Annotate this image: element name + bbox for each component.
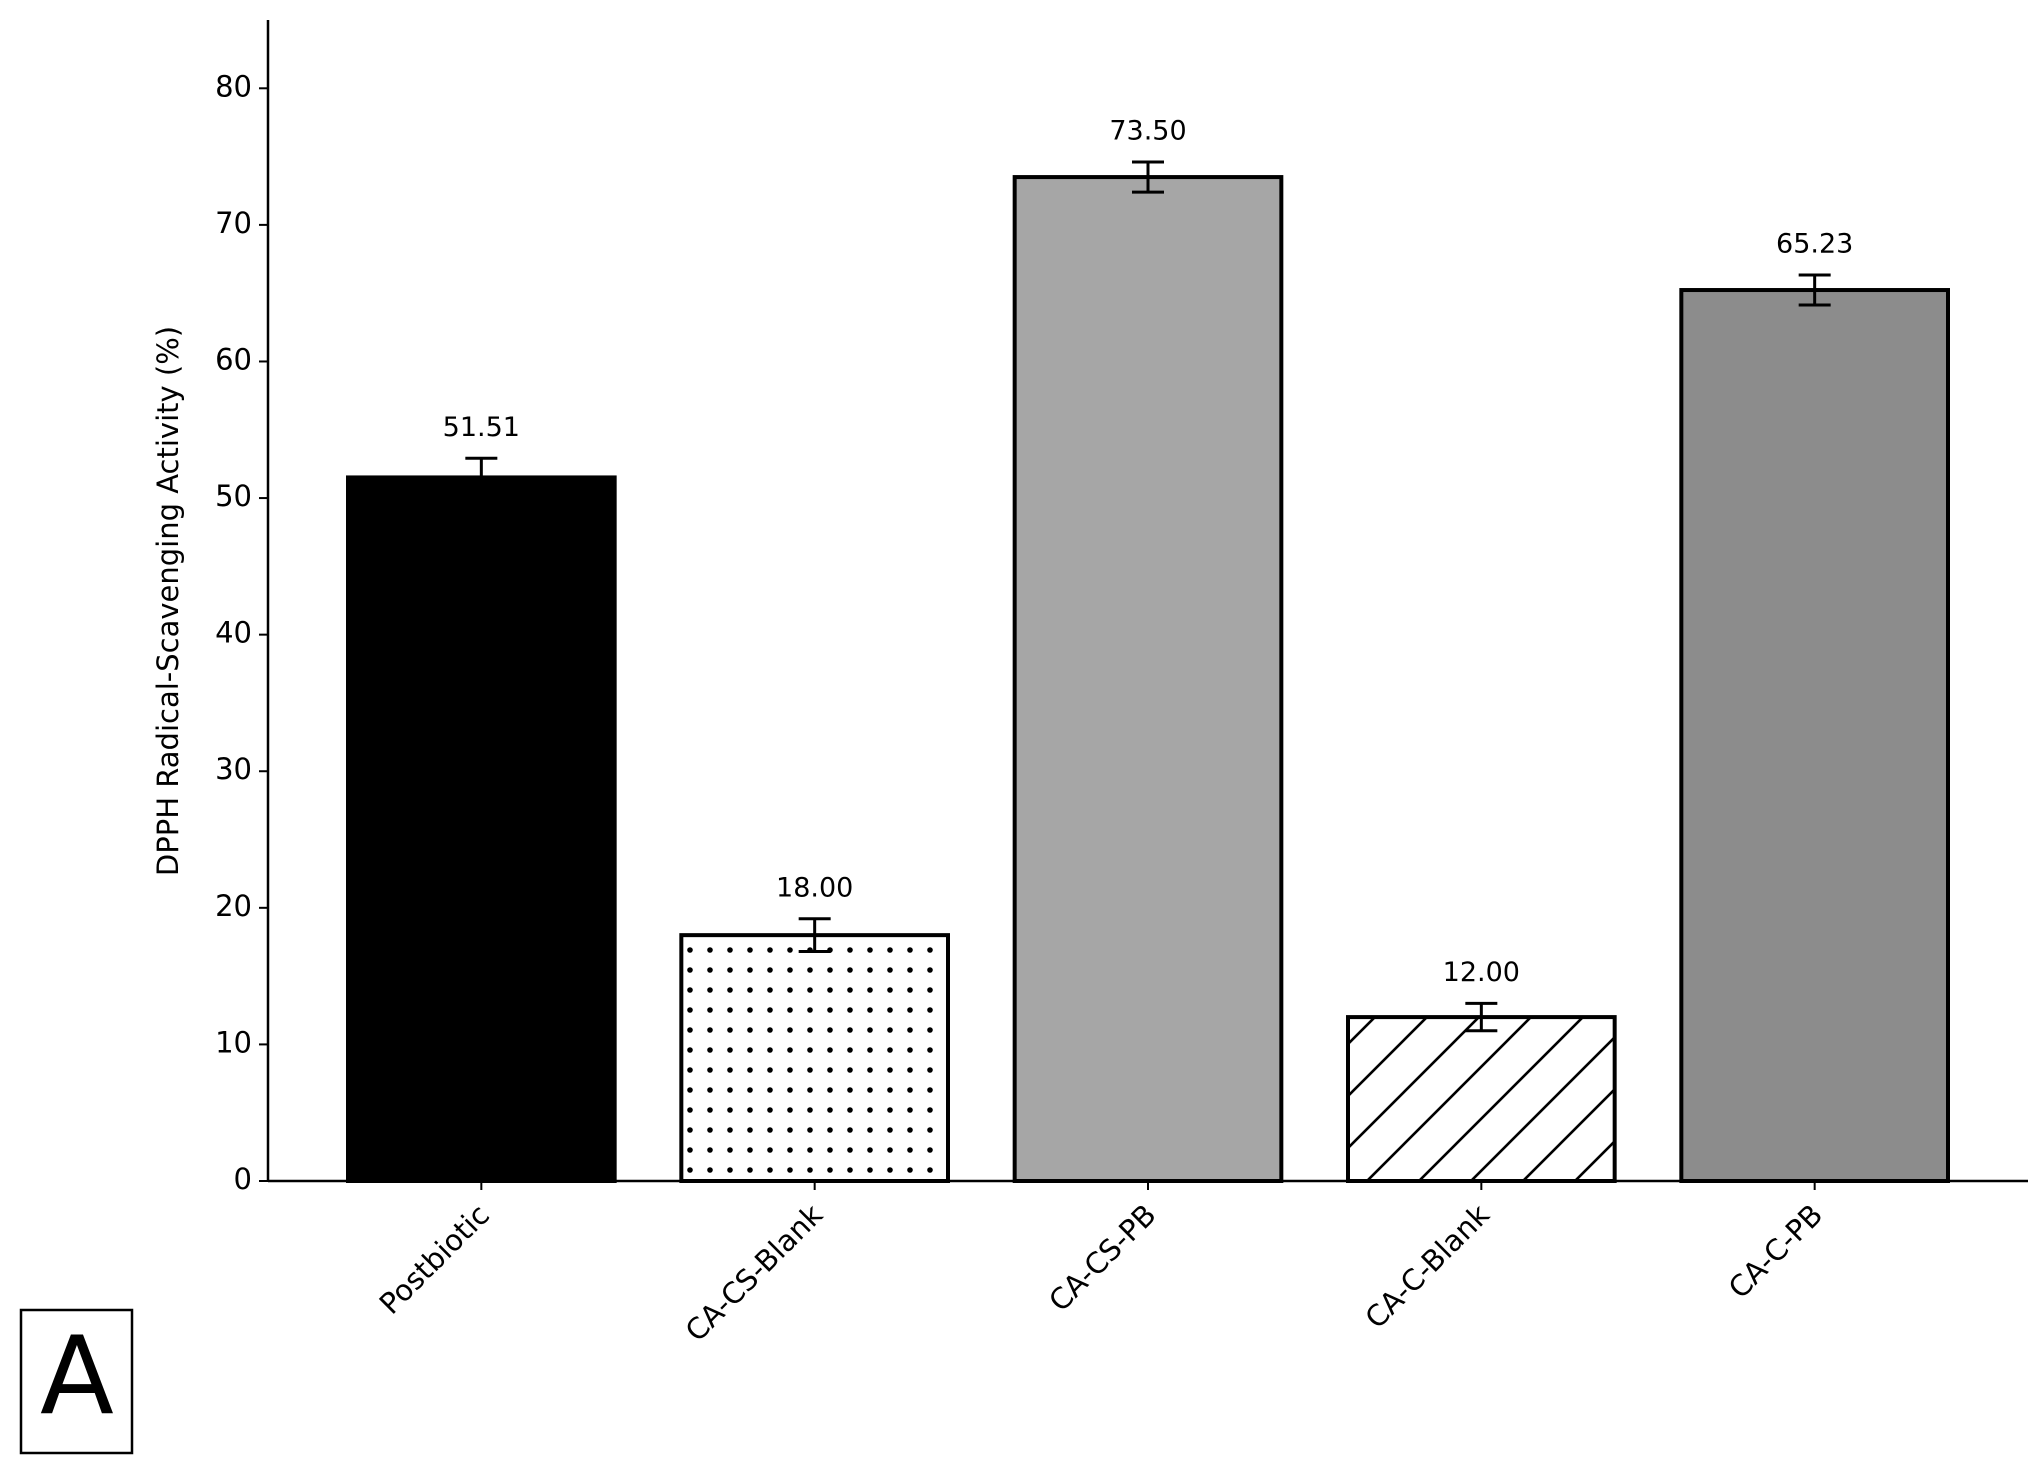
bar <box>346 475 617 1183</box>
x-tick-label: CA-C-Blank <box>1358 1197 1496 1335</box>
y-tick-label: 30 <box>215 752 252 786</box>
value-label: 73.50 <box>1109 116 1186 147</box>
value-label: 18.00 <box>776 872 853 903</box>
y-axis-label: DPPH Radical-Scavenging Activity (%) <box>151 326 185 876</box>
y-tick-label: 70 <box>215 206 252 240</box>
bar <box>1012 175 1284 1183</box>
y-tick-label: 20 <box>215 889 252 923</box>
x-tick-label: CA-CS-PB <box>1042 1198 1163 1319</box>
bar <box>1679 288 1951 1184</box>
y-tick-label: 60 <box>215 342 252 376</box>
value-label: 51.51 <box>443 412 520 443</box>
bar <box>679 933 950 1183</box>
bar <box>1346 1015 1617 1183</box>
x-tick-label: CA-C-PB <box>1722 1198 1829 1305</box>
x-tick-label: Postbiotic <box>373 1198 496 1321</box>
y-tick-label: 40 <box>215 616 252 650</box>
panel-label: A <box>40 1314 114 1439</box>
y-tick-label: 50 <box>215 479 252 513</box>
value-label: 65.23 <box>1776 229 1853 260</box>
y-tick-label: 0 <box>234 1162 252 1196</box>
y-tick-label: 10 <box>215 1025 252 1059</box>
value-label: 12.00 <box>1443 957 1520 988</box>
panel-label-box <box>19 1308 134 1455</box>
y-tick-label: 80 <box>215 69 252 103</box>
x-tick-label: CA-CS-Blank <box>679 1197 830 1348</box>
